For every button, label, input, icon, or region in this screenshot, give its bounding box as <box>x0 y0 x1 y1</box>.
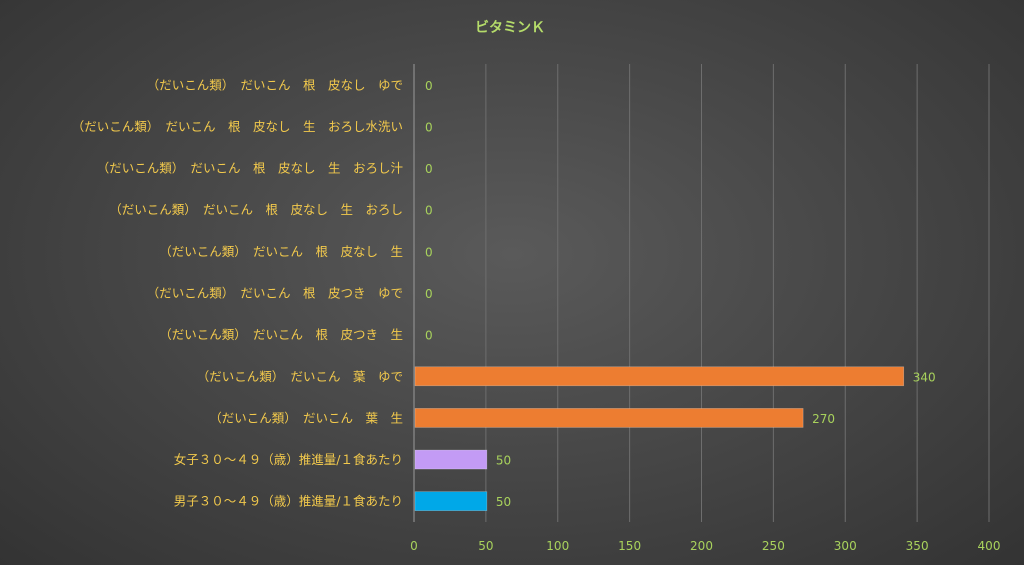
category-label: （だいこん類） だいこん 根 皮つき ゆで <box>147 286 403 301</box>
x-tick-label: 400 <box>978 539 1001 553</box>
category-label: 女子３０～４９（歳）推進量/１食あたり <box>174 452 403 467</box>
category-label: （だいこん類） だいこん 根 皮なし 生 <box>159 244 403 259</box>
x-tick-label: 350 <box>906 539 929 553</box>
data-label: 0 <box>425 162 433 176</box>
data-label: 0 <box>425 120 433 134</box>
x-tick-label: 150 <box>618 539 641 553</box>
x-tick-label: 250 <box>762 539 785 553</box>
category-label: （だいこん類） だいこん 根 皮なし 生 おろし水洗い <box>72 119 403 134</box>
data-label: 0 <box>425 287 433 301</box>
bar <box>414 366 905 387</box>
category-label: （だいこん類） だいこん 根 皮なし 生 おろし <box>109 202 403 217</box>
data-label: 0 <box>425 245 433 259</box>
bar <box>414 491 488 511</box>
category-label: （だいこん類） だいこん 根 皮なし 生 おろし汁 <box>97 161 404 176</box>
data-label: 0 <box>425 79 433 93</box>
gridlines <box>485 64 990 522</box>
x-tick-label: 200 <box>690 539 713 553</box>
x-tick-label: 300 <box>834 539 857 553</box>
data-labels: 0 0 0 0 0 0 0 340 270 50 50 <box>425 79 936 509</box>
category-label: 男子３０～４９（歳）推進量/１食あたり <box>174 494 403 509</box>
x-tick-label: 100 <box>546 539 569 553</box>
category-label: （だいこん類） だいこん 根 皮なし ゆで <box>147 77 403 92</box>
bar <box>414 408 804 428</box>
bars <box>414 366 905 511</box>
x-axis-ticks: 0 50 100 150 200 250 300 350 400 <box>410 539 1000 553</box>
data-label: 50 <box>496 495 511 509</box>
category-labels: （だいこん類） だいこん 根 皮なし ゆで （だいこん類） だいこん 根 皮なし … <box>72 77 404 508</box>
category-label: （だいこん類） だいこん 葉 生 <box>209 410 403 425</box>
data-label: 270 <box>812 412 835 426</box>
data-label: 0 <box>425 204 433 218</box>
category-label: （だいこん類） だいこん 葉 ゆで <box>197 369 403 384</box>
category-label: （だいこん類） だいこん 根 皮つき 生 <box>159 327 403 342</box>
data-label: 340 <box>913 370 936 384</box>
x-tick-label: 0 <box>410 539 418 553</box>
x-tick-label: 50 <box>478 539 493 553</box>
data-label: 0 <box>425 329 433 343</box>
bar <box>414 449 488 470</box>
chart-title: ビタミンＫ <box>475 20 545 36</box>
data-label: 50 <box>496 454 511 468</box>
